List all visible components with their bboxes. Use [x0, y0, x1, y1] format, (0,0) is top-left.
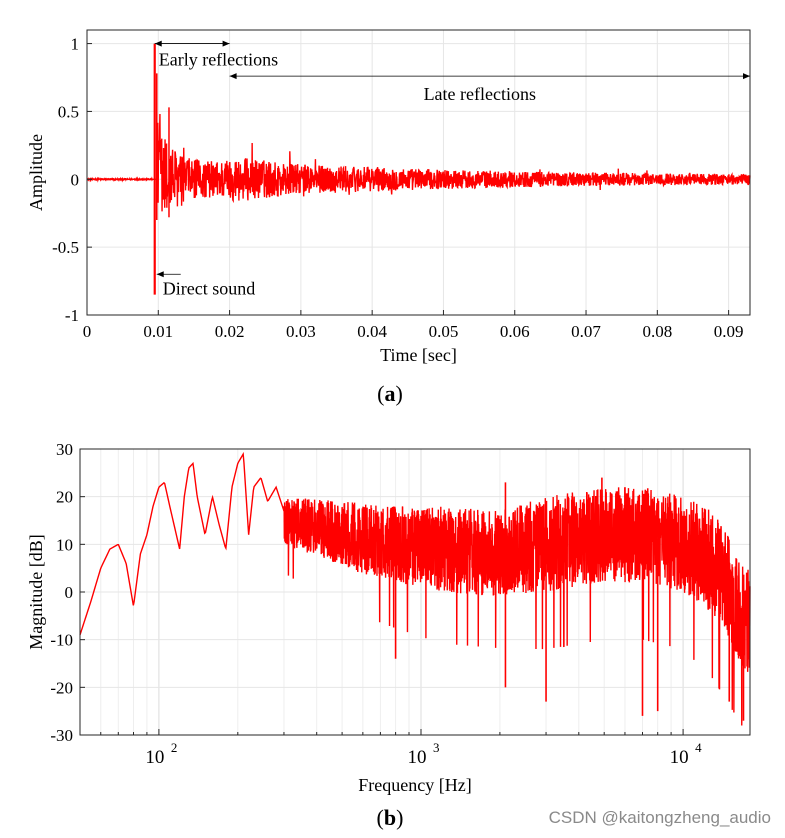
a-xtick-label-9: 0.09 [714, 322, 744, 341]
b-ylabel: Magnitude [dB] [26, 534, 46, 649]
a-late-arrow-left [229, 73, 237, 80]
a-xtick-label-5: 0.05 [429, 322, 459, 341]
a-axes-box [86, 29, 751, 316]
panel-label-a: (a) [377, 381, 403, 406]
a-xtick-label-3: 0.03 [286, 322, 316, 341]
b-xtick-exp-1: 3 [433, 740, 440, 755]
b-ytick-label-3: 0 [65, 583, 74, 602]
b-xtick-exp-2: 4 [695, 740, 702, 755]
a-direct-arrow-head [156, 271, 164, 278]
a-ytick-label-2: 0 [71, 170, 80, 189]
a-ylabel: Amplitude [26, 134, 46, 211]
panel-label-b: (b) [376, 805, 404, 830]
a-xtick-label-0: 0 [83, 322, 92, 341]
a-late-arrow-right [743, 73, 750, 80]
b-ytick-label-1: -20 [50, 678, 73, 697]
a-xtick-label-6: 0.06 [500, 322, 530, 341]
a-early-label: Early reflections [159, 50, 278, 70]
a-xtick-label-8: 0.08 [642, 322, 672, 341]
b-ytick-label-2: -10 [50, 631, 73, 650]
a-xtick-label-7: 0.07 [571, 322, 601, 341]
a-series-line [86, 113, 751, 212]
a-early-arrow-left [154, 40, 162, 47]
a-xtick-label-2: 0.02 [215, 322, 245, 341]
b-ytick-label-5: 20 [56, 488, 73, 507]
b-ytick-label-6: 30 [56, 440, 73, 459]
b-ytick-label-4: 10 [56, 535, 73, 554]
a-late-label: Late reflections [424, 84, 536, 104]
b-ytick-label-0: -30 [50, 726, 73, 745]
b-xtick-label-2: 10 [670, 747, 689, 768]
a-early-arrow-right [222, 40, 230, 47]
b-xtick-label-1: 10 [407, 747, 426, 768]
a-ytick-label-1: -0.5 [52, 238, 79, 257]
watermark: CSDN @kaitongzheng_audio [548, 808, 771, 827]
b-series-line [79, 451, 751, 726]
b-xtick-label-0: 10 [145, 747, 164, 768]
a-xtick-label-1: 0.01 [143, 322, 173, 341]
b-xlabel: Frequency [Hz] [358, 775, 471, 795]
a-ytick-label-3: 0.5 [58, 102, 79, 121]
a-xlabel: Time [sec] [380, 345, 457, 365]
b-xtick-exp-0: 2 [171, 740, 178, 755]
a-ytick-label-4: 1 [71, 35, 80, 54]
a-direct-label: Direct sound [163, 278, 255, 298]
a-ytick-label-0: -1 [65, 306, 79, 325]
a-xtick-label-4: 0.04 [357, 322, 387, 341]
